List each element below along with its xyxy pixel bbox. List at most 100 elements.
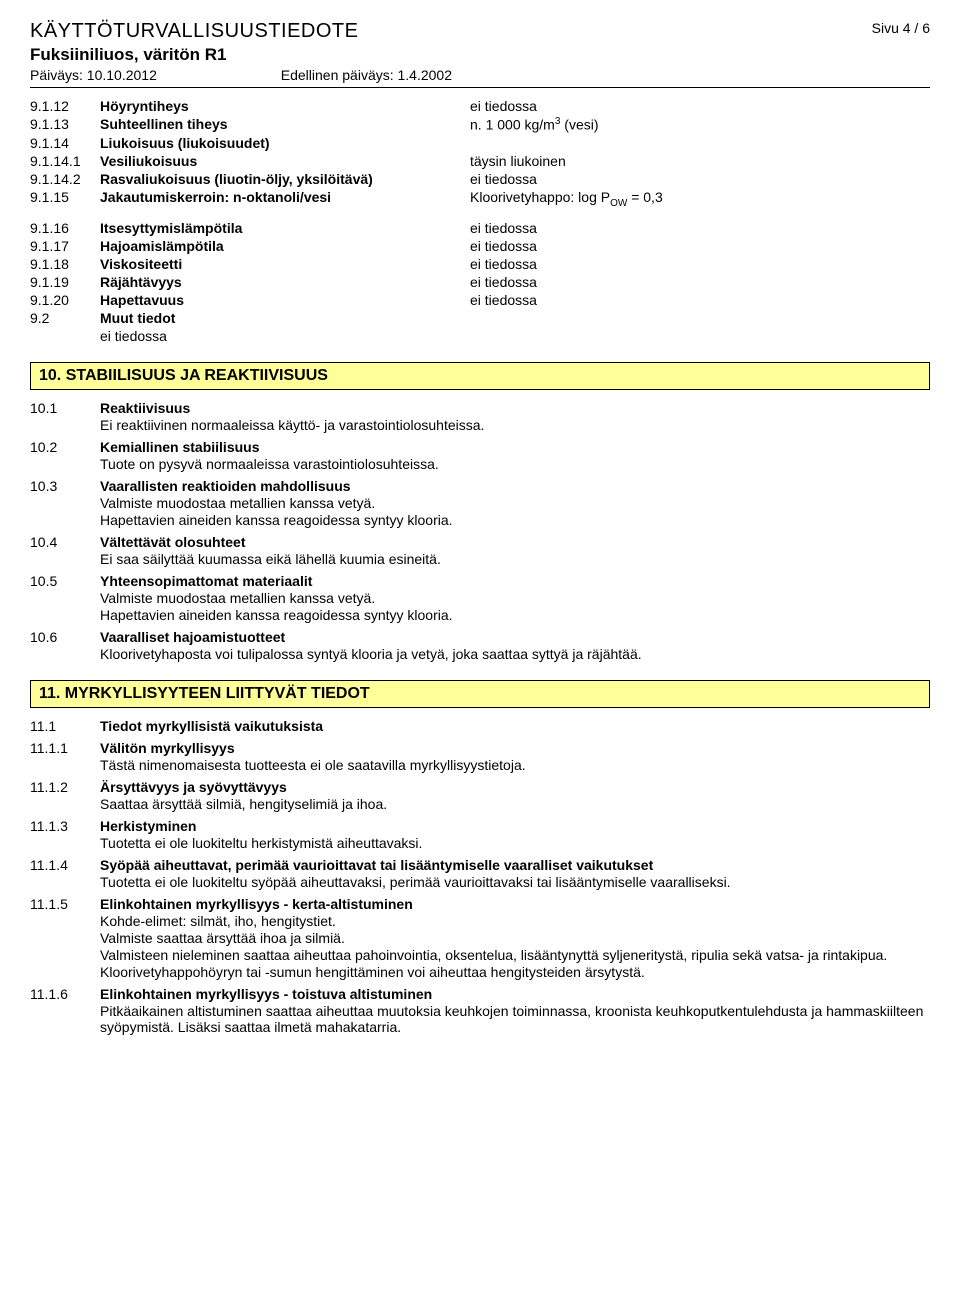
item-body: HerkistyminenTuotetta ei ole luokiteltu … [100, 818, 930, 851]
item-title: Reaktiivisuus [100, 400, 930, 416]
section-item: 11.1.1Välitön myrkyllisyysTästä nimenoma… [30, 740, 930, 773]
section-item: 11.1.5Elinkohtainen myrkyllisyys - kerta… [30, 896, 930, 980]
item-body: Kemiallinen stabiilisuusTuote on pysyvä … [100, 439, 930, 472]
property-row: 9.1.15Jakautumiskerroin: n-oktanoli/vesi… [30, 189, 930, 209]
property-row: 9.1.17Hajoamislämpötilaei tiedossa [30, 238, 930, 254]
item-body: Vältettävät olosuhteetEi saa säilyttää k… [100, 534, 930, 567]
properties-block: 9.1.12Höyryntiheysei tiedossa9.1.13Suhte… [30, 98, 930, 344]
item-text: Valmiste muodostaa metallien kanssa vety… [100, 495, 930, 511]
property-value: ei tiedossa [470, 220, 930, 236]
item-text: Valmiste saattaa ärsyttää ihoa ja silmiä… [100, 930, 930, 946]
property-row: 9.1.13Suhteellinen tiheysn. 1 000 kg/m3 … [30, 116, 930, 133]
section-11-body: 11.1Tiedot myrkyllisistä vaikutuksista 11… [30, 718, 930, 1035]
item-text: Pitkäaikainen altistuminen saattaa aiheu… [100, 1003, 930, 1035]
property-label: Suhteellinen tiheys [100, 116, 470, 133]
section-item: 10.2Kemiallinen stabiilisuusTuote on pys… [30, 439, 930, 472]
section-item: 11.1.4Syöpää aiheuttavat, perimää vaurio… [30, 857, 930, 890]
item-body: Välitön myrkyllisyysTästä nimenomaisesta… [100, 740, 930, 773]
property-value: n. 1 000 kg/m3 (vesi) [470, 116, 930, 133]
property-number: 9.1.14 [30, 135, 100, 151]
item-title: Syöpää aiheuttavat, perimää vaurioittava… [100, 857, 930, 873]
item-number: 10.4 [30, 534, 100, 567]
item-text: Kloorivetyhaposta voi tulipalossa syntyä… [100, 646, 930, 662]
property-row: 9.1.12Höyryntiheysei tiedossa [30, 98, 930, 114]
property-number: 9.1.20 [30, 292, 100, 308]
property-row: 9.2Muut tiedot [30, 310, 930, 326]
property-row: 9.1.14.2Rasvaliukoisuus (liuotin-öljy, y… [30, 171, 930, 187]
section-item: 10.4Vältettävät olosuhteetEi saa säilytt… [30, 534, 930, 567]
item-title: Välitön myrkyllisyys [100, 740, 930, 756]
item-text: Valmiste muodostaa metallien kanssa vety… [100, 590, 930, 606]
item-title: Vältettävät olosuhteet [100, 534, 930, 550]
property-label: Hapettavuus [100, 292, 470, 308]
property-row: 9.1.14.1Vesiliukoisuustäysin liukoinen [30, 153, 930, 169]
product-name: Fuksiiniliuos, väritön R1 [30, 45, 930, 65]
property-value [470, 135, 930, 151]
property-row: 9.1.20Hapettavuusei tiedossa [30, 292, 930, 308]
item-body: Tiedot myrkyllisistä vaikutuksista [100, 718, 930, 734]
property-value: täysin liukoinen [470, 153, 930, 169]
item-text: Hapettavien aineiden kanssa reagoidessa … [100, 512, 930, 528]
item-text: Kloorivetyhappohöyryn tai -sumun hengitt… [100, 964, 930, 980]
item-text: Tästä nimenomaisesta tuotteesta ei ole s… [100, 757, 930, 773]
property-value [470, 310, 930, 326]
property-label: Hajoamislämpötila [100, 238, 470, 254]
property-value: ei tiedossa [470, 256, 930, 272]
item-body: Syöpää aiheuttavat, perimää vaurioittava… [100, 857, 930, 890]
item-title: Elinkohtainen myrkyllisyys - toistuva al… [100, 986, 930, 1002]
property-number: 9.1.12 [30, 98, 100, 114]
section-10-title: 10. STABIILISUUS JA REAKTIIVISUUS [30, 362, 930, 390]
property-number: 9.1.19 [30, 274, 100, 290]
section-item: 10.1ReaktiivisuusEi reaktiivinen normaal… [30, 400, 930, 433]
item-text: Ei saa säilyttää kuumassa eikä lähellä k… [100, 551, 930, 567]
item-title: Kemiallinen stabiilisuus [100, 439, 930, 455]
item-title: Yhteensopimattomat materiaalit [100, 573, 930, 589]
item-title: Tiedot myrkyllisistä vaikutuksista [100, 718, 930, 734]
property-number: 9.1.14.1 [30, 153, 100, 169]
property-label: Räjähtävyys [100, 274, 470, 290]
property-label: Rasvaliukoisuus (liuotin-öljy, yksilöitä… [100, 171, 470, 187]
section-item: 10.3Vaarallisten reaktioiden mahdollisuu… [30, 478, 930, 528]
item-text: Ei reaktiivinen normaaleissa käyttö- ja … [100, 417, 930, 433]
section-item: 10.6Vaaralliset hajoamistuotteetKloorive… [30, 629, 930, 662]
item-title: Elinkohtainen myrkyllisyys - kerta-altis… [100, 896, 930, 912]
item-number: 10.3 [30, 478, 100, 528]
property-row: 9.1.16Itsesyttymislämpötilaei tiedossa [30, 220, 930, 236]
item-number: 11.1.3 [30, 818, 100, 851]
dates: Päiväys: 10.10.2012 Edellinen päiväys: 1… [30, 67, 930, 83]
section-item: 11.1.2Ärsyttävyys ja syövyttävyysSaattaa… [30, 779, 930, 812]
prev-date: Edellinen päiväys: 1.4.2002 [281, 67, 452, 83]
item-title: Herkistyminen [100, 818, 930, 834]
property-number: 9.1.15 [30, 189, 100, 209]
item-number: 11.1.6 [30, 986, 100, 1035]
property-label: Höyryntiheys [100, 98, 470, 114]
section-11-title: 11. MYRKYLLISYYTEEN LIITTYVÄT TIEDOT [30, 680, 930, 708]
property-number: 9.1.14.2 [30, 171, 100, 187]
item-text: Hapettavien aineiden kanssa reagoidessa … [100, 607, 930, 623]
property-number: 9.1.17 [30, 238, 100, 254]
property-number: 9.1.13 [30, 116, 100, 133]
property-number: 9.1.18 [30, 256, 100, 272]
item-number: 10.5 [30, 573, 100, 623]
property-value: ei tiedossa [470, 274, 930, 290]
property-label: Itsesyttymislämpötila [100, 220, 470, 236]
property-label: Liukoisuus (liukoisuudet) [100, 135, 470, 151]
item-body: Vaaralliset hajoamistuotteetKloorivetyha… [100, 629, 930, 662]
property-value: ei tiedossa [470, 171, 930, 187]
property-row: 9.1.19Räjähtävyysei tiedossa [30, 274, 930, 290]
item-body: Vaarallisten reaktioiden mahdollisuusVal… [100, 478, 930, 528]
item-title: Ärsyttävyys ja syövyttävyys [100, 779, 930, 795]
item-title: Vaarallisten reaktioiden mahdollisuus [100, 478, 930, 494]
item-text: Saattaa ärsyttää silmiä, hengityselimiä … [100, 796, 930, 812]
page-number: Sivu 4 / 6 [872, 20, 930, 36]
item-number: 11.1.2 [30, 779, 100, 812]
section-item: 11.1Tiedot myrkyllisistä vaikutuksista [30, 718, 930, 734]
item-text: Tuote on pysyvä normaaleissa varastointi… [100, 456, 930, 472]
item-text: Tuotetta ei ole luokiteltu syöpää aiheut… [100, 874, 930, 890]
divider [30, 87, 930, 88]
property-value: ei tiedossa [470, 98, 930, 114]
doc-title: KÄYTTÖTURVALLISUUSTIEDOTE [30, 20, 930, 43]
property-value: Kloorivetyhappo: log POW = 0,3 [470, 189, 930, 209]
item-number: 11.1.5 [30, 896, 100, 980]
property-value: ei tiedossa [470, 292, 930, 308]
